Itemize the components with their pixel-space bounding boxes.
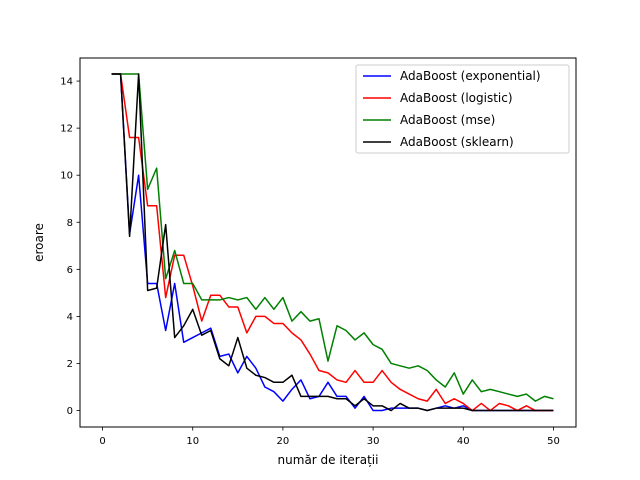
plot-area: 0 10 20 30 40 50 0 2 4 6 8 10 12 14 bbox=[60, 57, 577, 447]
x-tick-label: 50 bbox=[547, 436, 560, 447]
y-tick-label: 2 bbox=[67, 359, 73, 370]
y-tick-label: 6 bbox=[67, 265, 73, 276]
x-tick-label: 10 bbox=[186, 436, 199, 447]
series-layer bbox=[111, 73, 554, 412]
legend-entry-label: AdaBoost (exponential) bbox=[400, 69, 541, 83]
y-tick-label: 8 bbox=[67, 218, 73, 229]
y-tick-label: 14 bbox=[60, 77, 73, 88]
legend-entry-label: AdaBoost (sklearn) bbox=[400, 135, 514, 149]
x-tick-label: 30 bbox=[367, 436, 380, 447]
x-axis-ticks: 0 10 20 30 40 50 bbox=[99, 427, 560, 447]
axes-frame bbox=[79, 57, 577, 428]
series-line-2 bbox=[111, 73, 554, 402]
y-tick-label: 0 bbox=[67, 406, 73, 417]
y-tick-label: 12 bbox=[60, 124, 73, 135]
x-tick-label: 20 bbox=[277, 436, 290, 447]
legend-box bbox=[355, 64, 570, 154]
y-axis-ticks: 0 2 4 6 8 10 12 14 bbox=[60, 77, 80, 417]
series-line-1 bbox=[111, 73, 554, 412]
y-axis-label: eroare bbox=[32, 223, 46, 262]
legend-entry-label: AdaBoost (mse) bbox=[400, 113, 495, 127]
y-tick-label: 4 bbox=[67, 312, 73, 323]
x-tick-label: 40 bbox=[457, 436, 470, 447]
x-axis-label: număr de iterații bbox=[278, 453, 379, 467]
y-tick-label: 10 bbox=[60, 171, 73, 182]
legend: AdaBoost (exponential) AdaBoost (logistic… bbox=[355, 64, 570, 154]
series-line-3 bbox=[111, 73, 554, 412]
legend-entry-label: AdaBoost (logistic) bbox=[400, 91, 513, 105]
x-tick-label: 0 bbox=[99, 436, 105, 447]
